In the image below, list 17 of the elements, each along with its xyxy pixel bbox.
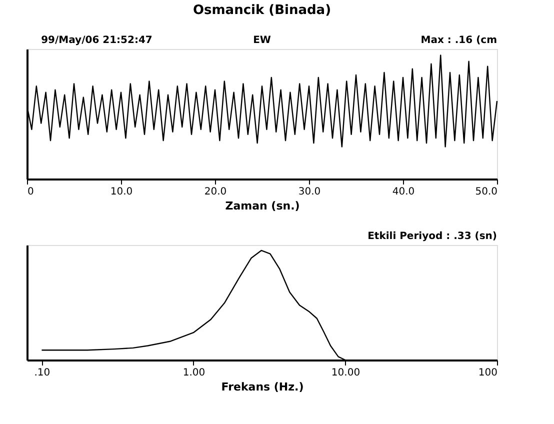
x-tick-label: 1.00 (182, 368, 206, 378)
x-tick-label: 10.0 (110, 186, 133, 198)
text: EW (253, 35, 271, 46)
text: 99/May/06 21:52:47 (41, 35, 152, 46)
x-tick-label: 100 (478, 368, 498, 378)
text: Max : .16 (cm (420, 35, 497, 46)
x-axis-title: Frekans (Hz.) (221, 380, 304, 394)
x-tick-label: .10 (34, 368, 50, 378)
x-tick-label: 10.00 (331, 368, 360, 378)
x-tick-label: 50.0 (475, 186, 498, 198)
text: Etkili Periyod : .33 (sn) (368, 231, 497, 242)
x-tick-label: 20.0 (204, 186, 227, 198)
chart-title: Osmancik (Binada) (192, 3, 332, 18)
x-tick-label: 0 (28, 186, 34, 198)
x-axis-title: Zaman (sn.) (225, 200, 300, 212)
x-tick-label: 30.0 (298, 186, 321, 198)
x-tick-label: 40.0 (392, 186, 415, 198)
